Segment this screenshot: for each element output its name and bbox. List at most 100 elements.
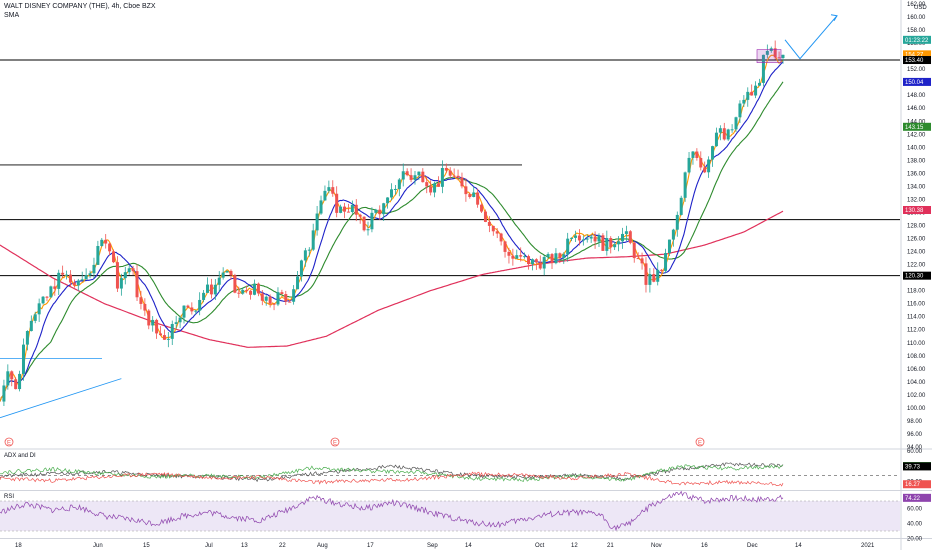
candle	[354, 204, 358, 215]
time-tick-label: Jun	[93, 543, 103, 549]
price-tag	[903, 35, 931, 44]
candle	[711, 146, 715, 160]
candle	[143, 303, 147, 311]
candle	[245, 289, 249, 291]
candle	[221, 272, 225, 278]
adx-pane-label: ADX and DI	[4, 453, 36, 459]
price-tick-label: 138.00	[907, 158, 926, 164]
adx-series-line	[0, 471, 784, 487]
candle	[21, 344, 25, 374]
candle	[683, 172, 687, 198]
candle	[233, 275, 237, 293]
price-tick-label: 144.00	[907, 119, 926, 125]
candle	[182, 305, 186, 318]
candle	[605, 238, 609, 251]
candle	[421, 171, 425, 183]
adx-tick-label: 60.00	[907, 449, 923, 455]
price-tag	[903, 77, 931, 86]
candle	[472, 192, 476, 198]
candle	[581, 239, 585, 241]
candle	[390, 189, 393, 198]
adx-tag-label: 16.27	[905, 482, 921, 488]
candle	[84, 275, 88, 280]
candle	[487, 221, 491, 226]
earnings-marker-label: E	[333, 441, 337, 447]
candle	[413, 175, 417, 180]
price-tick-label: 148.00	[907, 93, 926, 99]
candle	[186, 305, 190, 308]
rsi-tick-label: 60.00	[907, 507, 923, 513]
candle	[566, 238, 570, 255]
candle	[45, 296, 49, 298]
candle	[664, 252, 668, 271]
candle	[80, 279, 84, 281]
candle	[366, 229, 370, 231]
candle	[170, 323, 174, 339]
candle	[691, 151, 695, 158]
candle	[237, 292, 241, 294]
price-tick-label: 134.00	[907, 184, 926, 190]
candle	[761, 54, 765, 83]
candle	[209, 284, 213, 295]
time-tick-label: 17	[367, 543, 374, 549]
candle	[18, 373, 22, 390]
adx-series-line	[0, 462, 784, 483]
candle	[327, 187, 331, 191]
candle	[268, 296, 272, 304]
candle	[378, 209, 382, 215]
price-tag-label: 150.04	[905, 80, 924, 86]
candle	[628, 231, 632, 243]
candle	[585, 238, 589, 240]
candle	[139, 297, 143, 304]
candle	[213, 284, 217, 295]
candle	[511, 255, 515, 259]
price-tick-label: 152.00	[907, 67, 926, 73]
candle	[444, 167, 448, 171]
candle	[577, 235, 581, 241]
candle	[202, 292, 206, 300]
candle	[61, 272, 65, 275]
time-tick-label: 14	[795, 543, 802, 549]
candle	[703, 167, 707, 173]
time-tick-label: 14	[465, 543, 472, 549]
candle	[452, 175, 456, 177]
price-tag-label: 154.27	[905, 52, 924, 58]
candle	[72, 282, 76, 286]
candle	[358, 214, 362, 217]
candle	[123, 272, 127, 279]
candle	[307, 249, 311, 251]
candle	[636, 258, 640, 260]
candle	[738, 103, 742, 118]
candle	[613, 244, 617, 248]
candle	[217, 277, 221, 285]
time-tick-label: 21	[607, 543, 614, 549]
candle	[730, 129, 734, 131]
candle	[609, 238, 613, 248]
price-tick-label: 96.00	[907, 432, 923, 438]
candle	[53, 286, 57, 289]
trendline	[0, 378, 122, 419]
candle	[151, 319, 155, 326]
candle	[198, 299, 202, 311]
candle	[429, 186, 433, 193]
candle	[315, 213, 319, 231]
candle	[49, 286, 53, 298]
candle	[530, 259, 534, 265]
candle	[393, 188, 397, 190]
candle	[127, 268, 131, 273]
candle	[100, 239, 104, 247]
candle	[409, 175, 413, 180]
candle	[135, 271, 139, 298]
candle	[104, 239, 108, 244]
candle	[558, 253, 562, 258]
candle	[483, 211, 487, 222]
candle	[464, 186, 468, 195]
price-tag-label: 120.30	[905, 274, 924, 280]
earnings-marker	[4, 437, 14, 447]
price-tick-label: 118.00	[907, 289, 926, 295]
price-tick-label: 100.00	[907, 406, 926, 412]
candle	[726, 129, 730, 140]
indicator-label: SMA	[4, 12, 20, 19]
candle	[288, 301, 292, 303]
